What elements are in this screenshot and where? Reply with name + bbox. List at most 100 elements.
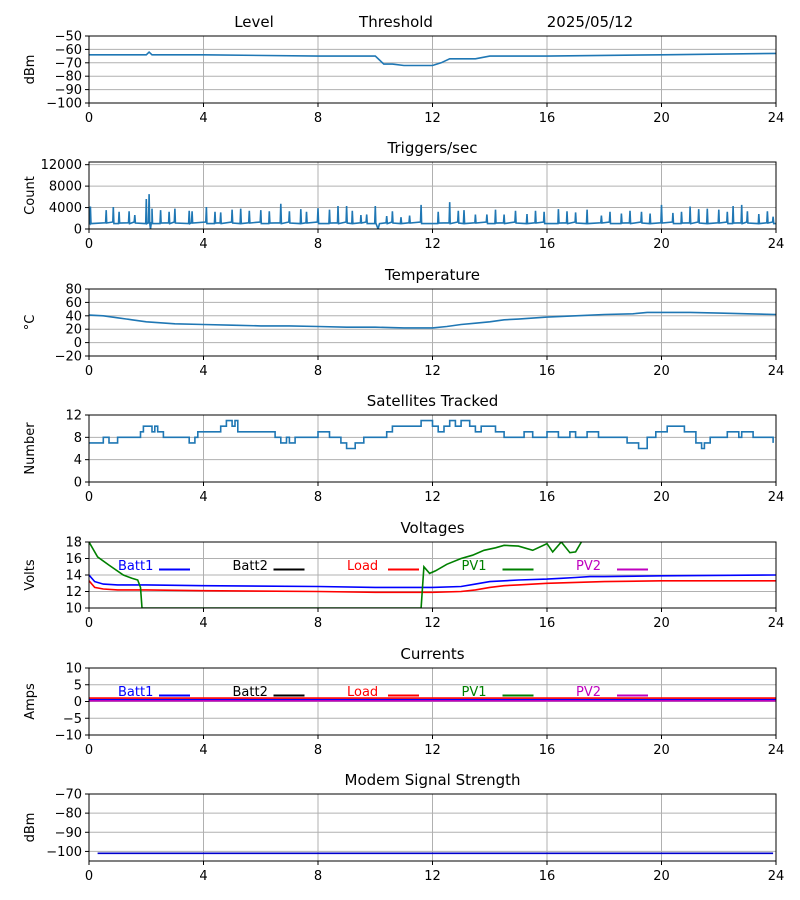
voltages-legend-load-label: Load <box>347 559 378 574</box>
modem-title: Modem Signal Strength <box>345 771 521 789</box>
modem-xtick-label: 12 <box>424 869 441 884</box>
satellites-xtick-label: 0 <box>85 490 93 505</box>
modem-ytick-label: −70 <box>55 788 82 803</box>
voltages-ylabel: Volts <box>23 559 38 591</box>
currents-ytick-label: 0 <box>74 695 82 710</box>
level-series-line <box>89 50 776 67</box>
temperature-xtick-label: 8 <box>314 364 322 379</box>
temperature-ytick-label: −20 <box>55 350 82 365</box>
satellites-series-line <box>89 419 774 450</box>
temperature-ytick-label: 0 <box>74 336 82 351</box>
triggers-xtick-label: 8 <box>314 237 322 252</box>
voltages-xtick-label: 4 <box>199 616 207 631</box>
triggers-series-line <box>89 194 776 229</box>
voltages-legend-pv1-label: PV1 <box>462 559 487 574</box>
temperature-xtick-label: 0 <box>85 364 93 379</box>
voltages-ytick-label: 12 <box>65 585 82 600</box>
voltages-xtick-label: 20 <box>653 616 670 631</box>
voltages-load-line <box>89 580 776 594</box>
currents-xtick-label: 20 <box>653 743 670 758</box>
header-threshold: Threshold <box>358 13 433 31</box>
modem-xtick-label: 20 <box>653 869 670 884</box>
triggers-ytick-label: 4000 <box>49 201 82 216</box>
modem-xtick-label: 24 <box>768 869 785 884</box>
satellites-xtick-label: 8 <box>314 490 322 505</box>
currents-xtick-label: 0 <box>85 743 93 758</box>
currents-ytick-label: 10 <box>65 662 82 677</box>
header-level: Level <box>234 13 274 31</box>
voltages-xtick-label: 24 <box>768 616 785 631</box>
triggers-xtick-label: 12 <box>424 237 441 252</box>
temperature-ylabel: °C <box>23 315 38 331</box>
level-xtick-label: 20 <box>653 111 670 126</box>
modem-ytick-label: −90 <box>55 826 82 841</box>
triggers-title: Triggers/sec <box>387 139 478 157</box>
satellites-ytick-label: 8 <box>74 431 82 446</box>
level-xtick-label: 0 <box>85 111 93 126</box>
satellites-title: Satellites Tracked <box>367 392 498 410</box>
header-date: 2025/05/12 <box>547 13 633 31</box>
satellites-xtick-label: 4 <box>199 490 207 505</box>
voltages-ytick-label: 16 <box>65 552 82 567</box>
temperature-series-line <box>89 311 776 329</box>
temperature-ytick-label: 80 <box>65 283 82 298</box>
level-xtick-label: 8 <box>314 111 322 126</box>
triggers-xtick-label: 0 <box>85 237 93 252</box>
satellites-xtick-label: 24 <box>768 490 785 505</box>
level-ytick-label: −60 <box>55 43 82 58</box>
temperature-xtick-label: 12 <box>424 364 441 379</box>
temperature-xtick-label: 16 <box>539 364 556 379</box>
currents-legend-batt1-label: Batt1 <box>118 685 153 700</box>
voltages-legend-batt1-label: Batt1 <box>118 559 153 574</box>
currents-legend-pv1-label: PV1 <box>462 685 487 700</box>
triggers-ytick-label: 8000 <box>49 180 82 195</box>
currents-title: Currents <box>400 645 464 663</box>
currents-xtick-label: 8 <box>314 743 322 758</box>
satellites-ytick-label: 12 <box>65 409 82 424</box>
modem-xtick-label: 16 <box>539 869 556 884</box>
currents-legend-batt2-label: Batt2 <box>233 685 268 700</box>
satellites-ytick-label: 4 <box>74 453 82 468</box>
currents-xtick-label: 24 <box>768 743 785 758</box>
level-ytick-label: −90 <box>55 83 82 98</box>
modem-ylabel: dBm <box>23 813 38 843</box>
modem-ytick-label: −100 <box>46 845 82 860</box>
currents-ytick-label: −10 <box>55 729 82 744</box>
currents-xtick-label: 4 <box>199 743 207 758</box>
voltages-xtick-label: 16 <box>539 616 556 631</box>
level-xtick-label: 16 <box>539 111 556 126</box>
voltages-legend-pv2-label: PV2 <box>576 559 601 574</box>
modem-ytick-label: −80 <box>55 807 82 822</box>
triggers-ytick-label: 0 <box>74 223 82 238</box>
level-ytick-label: −70 <box>55 56 82 71</box>
level-ytick-label: −100 <box>46 97 82 112</box>
triggers-xtick-label: 24 <box>768 237 785 252</box>
voltages-xtick-label: 0 <box>85 616 93 631</box>
level-ylabel: dBm <box>23 55 38 85</box>
temperature-ytick-label: 20 <box>65 323 82 338</box>
satellites-ytick-label: 0 <box>74 476 82 491</box>
currents-xtick-label: 16 <box>539 743 556 758</box>
satellites-xtick-label: 16 <box>539 490 556 505</box>
triggers-ytick-label: 12000 <box>41 158 82 173</box>
level-xtick-label: 12 <box>424 111 441 126</box>
currents-ytick-label: −5 <box>63 712 82 727</box>
level-ytick-label: −50 <box>55 30 82 45</box>
currents-legend-pv2-label: PV2 <box>576 685 601 700</box>
modem-xtick-label: 0 <box>85 869 93 884</box>
modem-xtick-label: 8 <box>314 869 322 884</box>
satellites-ylabel: Number <box>23 422 38 475</box>
currents-ytick-label: 5 <box>74 678 82 693</box>
triggers-xtick-label: 16 <box>539 237 556 252</box>
triggers-xtick-label: 4 <box>199 237 207 252</box>
voltages-ytick-label: 18 <box>65 536 82 551</box>
level-xtick-label: 4 <box>199 111 207 126</box>
level-ytick-label: −80 <box>55 70 82 85</box>
voltages-ytick-label: 10 <box>65 602 82 617</box>
temperature-title: Temperature <box>384 266 480 284</box>
voltages-legend-batt2-label: Batt2 <box>233 559 268 574</box>
triggers-ylabel: Count <box>23 176 38 215</box>
satellites-xtick-label: 12 <box>424 490 441 505</box>
temperature-xtick-label: 4 <box>199 364 207 379</box>
